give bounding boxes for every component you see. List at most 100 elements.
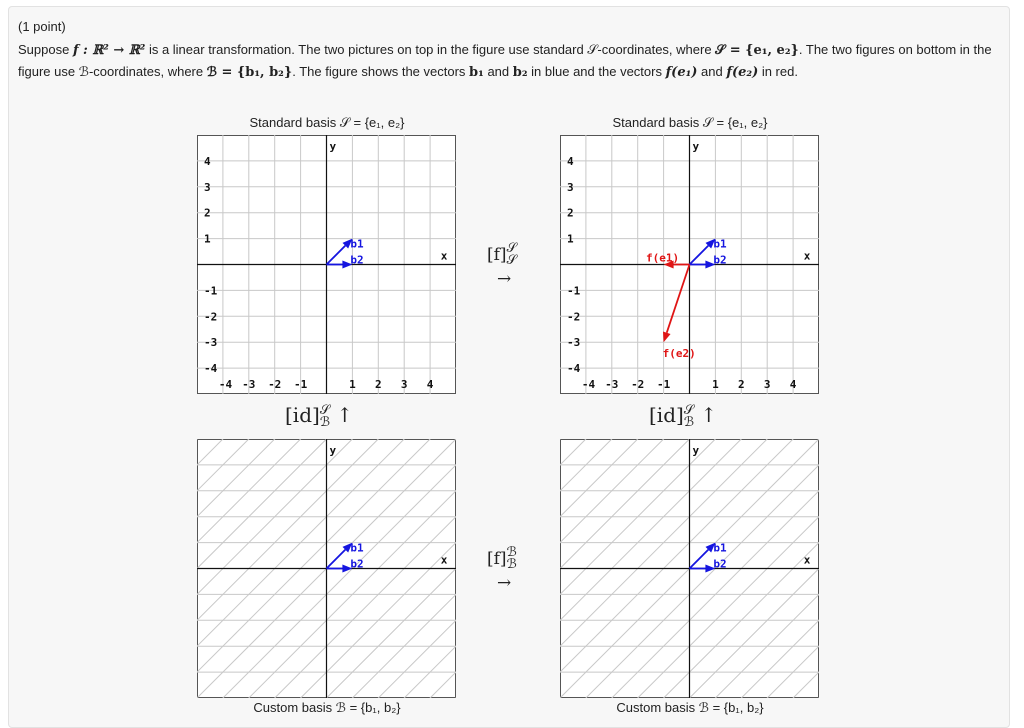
- problem-statement: Suppose f : ℝ² → ℝ² is a linear transfor…: [18, 39, 993, 83]
- y-tick-label: -2: [204, 310, 217, 323]
- map-id-left: [id] 𝒮 ℬ ↑: [285, 403, 354, 430]
- plot-custom-right: x y b1 b2: [560, 439, 819, 698]
- x-tick-label: -2: [631, 378, 644, 391]
- grid-line-slanted: [766, 645, 819, 698]
- s-set: 𝒮 = {e₁, e₂}: [715, 43, 799, 58]
- x-tick-label: 1: [712, 378, 719, 391]
- vector-fe1-head: [663, 260, 674, 269]
- grid-line-slanted: [377, 619, 456, 698]
- x-axis-label: x: [804, 554, 811, 567]
- grid-line-slanted: [714, 593, 819, 698]
- vector-b1-shaft: [325, 245, 346, 266]
- plot-standard-left-svg: x y -4 -3 -2 -1 1 2 3 4 4 3 2 1 -1 -2 -3 -4 b1 b2: [197, 135, 456, 394]
- y-tick-label: 2: [567, 207, 574, 220]
- vector-b1-shaft: [688, 549, 709, 570]
- x-tick-label: 2: [738, 378, 745, 391]
- plot-custom-left-svg: x y b1 b2: [197, 439, 456, 698]
- text-9: and: [697, 64, 727, 79]
- vector-b2-head: [705, 564, 716, 573]
- vector-b1-label: b1: [713, 542, 727, 555]
- b2-symbol: b₂: [512, 65, 528, 80]
- x-axis-label: x: [441, 554, 448, 567]
- caption-top-right: Standard basis 𝒮 = {e₁, e₂}: [612, 115, 768, 130]
- x-tick-label: -1: [294, 378, 308, 391]
- grid-line-slanted: [351, 593, 456, 698]
- vector-b2-head: [705, 260, 716, 269]
- grid-line-slanted: [197, 439, 276, 518]
- grid-line-slanted: [560, 439, 691, 570]
- grid-line-slanted: [560, 439, 665, 544]
- vector-b1-label: b1: [713, 238, 727, 251]
- fe2-symbol: f(e₂): [726, 65, 759, 80]
- y-tick-label: 1: [204, 233, 211, 246]
- right-arrow-bottom: →: [497, 573, 512, 593]
- y-tick-label: -4: [204, 362, 218, 375]
- vector-b1-label: b1: [350, 542, 364, 555]
- y-axis-label: y: [330, 444, 337, 457]
- b1-symbol: b₁: [469, 65, 484, 80]
- plot-standard-right: x y -4 -3 -2 -1 1 2 3 4 4 3 2 1 -1 -2 -3 -4 b1 b2 f(e1) f(e2): [560, 135, 819, 394]
- points-label: (1 point): [18, 19, 66, 34]
- plot-custom-right-svg: x y b1 b2: [560, 439, 819, 698]
- text-2: is a linear transformation. The two pict…: [145, 42, 588, 57]
- vector-fe1-label: f(e1): [646, 252, 679, 265]
- vector-fe2-label: f(e2): [663, 347, 696, 360]
- y-axis-label: y: [693, 444, 700, 457]
- x-axis-label: x: [804, 250, 811, 263]
- vector-b1-shaft: [688, 245, 709, 266]
- grid-line-slanted: [560, 439, 639, 518]
- y-tick-label: 1: [567, 233, 574, 246]
- vector-b2-head: [342, 564, 353, 573]
- x-tick-label: -3: [242, 378, 255, 391]
- y-axis-label: y: [330, 140, 337, 153]
- y-tick-label: -3: [204, 336, 217, 349]
- b-script: ℬ: [78, 65, 89, 80]
- caption-bottom-right: Custom basis ℬ = {b₁, b₂}: [616, 700, 764, 715]
- s-script: 𝒮: [587, 43, 598, 58]
- caption-top-left: Standard basis 𝒮 = {e₁, e₂}: [249, 115, 405, 130]
- vector-b2-label: b2: [713, 254, 726, 267]
- fe1-symbol: f(e₁): [665, 65, 698, 80]
- text-7: and: [483, 64, 513, 79]
- y-axis-label: y: [693, 140, 700, 153]
- x-tick-label: -4: [219, 378, 233, 391]
- grid-line-slanted: [403, 645, 456, 698]
- y-tick-label: 4: [567, 155, 574, 168]
- right-arrow-top: →: [497, 269, 512, 289]
- y-tick-label: -1: [567, 284, 581, 297]
- x-tick-label: 3: [401, 378, 408, 391]
- vector-b2-label: b2: [713, 558, 726, 571]
- vector-b1-head: [705, 542, 716, 553]
- x-tick-label: -2: [268, 378, 281, 391]
- b-set: ℬ = {b₁, b₂}: [206, 65, 293, 80]
- vector-b1-head: [342, 542, 353, 553]
- x-tick-label: 4: [427, 378, 434, 391]
- y-tick-label: -3: [567, 336, 580, 349]
- problem-panel: (1 point) Suppose f : ℝ² → ℝ² is a linea…: [8, 6, 1010, 728]
- grid-line-slanted: [197, 439, 328, 570]
- x-tick-label: -1: [657, 378, 671, 391]
- map-f-custom: [f] ℬ ℬ: [487, 545, 517, 572]
- vector-fe2-head: [662, 331, 671, 343]
- x-tick-label: 4: [790, 378, 797, 391]
- plot-standard-right-svg: x y -4 -3 -2 -1 1 2 3 4 4 3 2 1 -1 -2 -3 -4 b1 b2 f(e1) f(e2): [560, 135, 819, 394]
- x-axis-label: x: [441, 250, 448, 263]
- grid-line-slanted: [197, 439, 302, 544]
- grid-line-slanted: [560, 439, 613, 492]
- vector-b1-shaft: [325, 549, 346, 570]
- plot-standard-left: x y -4 -3 -2 -1 1 2 3 4 4 3 2 1 -1 -2 -3 -4 b1 b2: [197, 135, 456, 394]
- y-tick-label: -4: [567, 362, 581, 375]
- vector-b1-label: b1: [350, 238, 364, 251]
- plot-custom-left: x y b1 b2: [197, 439, 456, 698]
- vector-b1-head: [705, 238, 716, 249]
- x-tick-label: 3: [764, 378, 771, 391]
- x-tick-label: 1: [349, 378, 356, 391]
- text-6: . The figure shows the vectors: [292, 64, 470, 79]
- y-tick-label: -1: [204, 284, 218, 297]
- y-tick-label: 3: [204, 181, 211, 194]
- y-tick-label: -2: [567, 310, 580, 323]
- text-4: . The two figures on bottom in the figur…: [18, 42, 992, 79]
- map-id-right: [id] 𝒮 ℬ ↑: [649, 403, 718, 430]
- y-tick-label: 4: [204, 155, 211, 168]
- vector-b2-head: [342, 260, 353, 269]
